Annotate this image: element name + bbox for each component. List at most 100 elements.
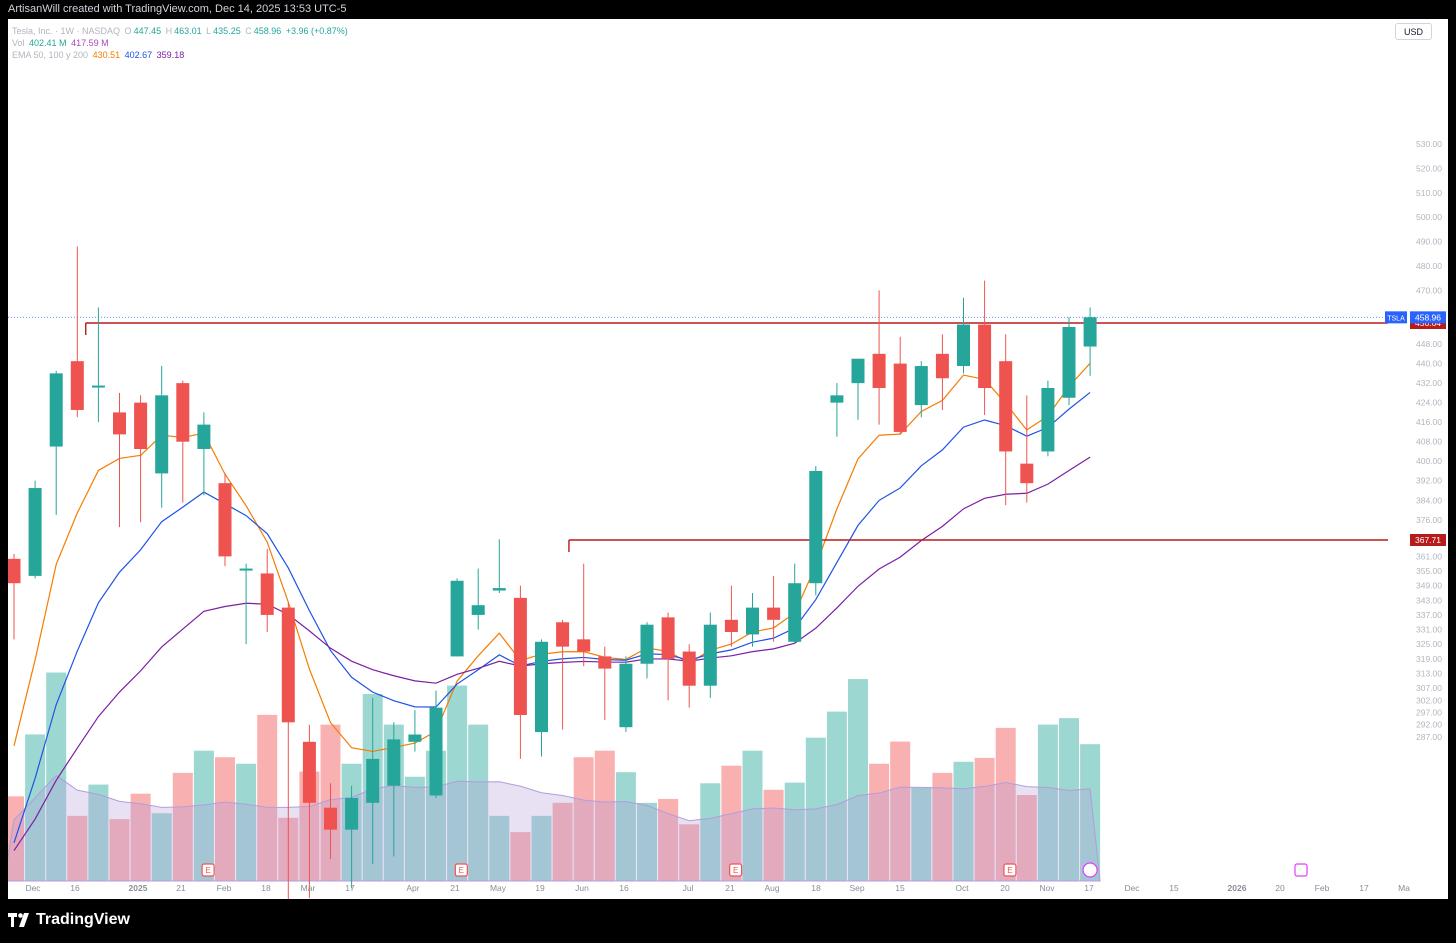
volume-bar [172, 772, 193, 881]
legend-vol-value: 402.41 M [29, 38, 67, 48]
volume-bar [404, 776, 425, 881]
time-axis-label: Jul [683, 883, 694, 893]
time-axis-label: Ma [1398, 883, 1410, 893]
time-axis-label: 21 [176, 883, 186, 893]
candle-body [809, 470, 823, 584]
last-price-symbol: TSLA [1387, 315, 1405, 322]
time-axis-label: Dec [25, 883, 41, 893]
legend-ohlc-row: Tesla, Inc. · 1W · NASDAQ O 447.45 H 463.0… [12, 25, 350, 37]
legend-low: 435.25 [213, 26, 241, 36]
time-axis-label: Feb [1315, 883, 1330, 893]
candle-body [492, 588, 506, 591]
price-axis-label: 470.00 [1416, 285, 1442, 295]
earnings-icon-glyph: E [205, 866, 210, 875]
price-chart[interactable]: E E E E 530.00 520.00 510.00 500.00 490.00 480.0… [8, 19, 1448, 899]
candle-body [914, 366, 928, 406]
time-axis-label: May [490, 883, 507, 893]
volume-bar [679, 824, 700, 881]
candle-body [155, 395, 169, 474]
legend-ema-row: EMA 50, 100 y 200 430.51 402.67 359.18 [12, 49, 350, 61]
candle-body [957, 324, 970, 367]
volume-bar [552, 802, 573, 881]
time-axis-label: 15 [895, 883, 905, 893]
legend-symbol: Tesla, Inc. · 1W · NASDAQ [12, 26, 121, 36]
candle-body [577, 639, 591, 652]
earnings-icon-glyph: E [459, 866, 464, 875]
volume-bar [1059, 718, 1079, 881]
price-axis-hline-badge [1410, 534, 1446, 546]
volume-bar [721, 765, 742, 881]
time-axis-label: 15 [1169, 883, 1179, 893]
earnings-icon [729, 863, 743, 877]
candle-body [556, 622, 570, 647]
earnings-icon [1003, 863, 1017, 877]
time-axis-label: Sep [849, 883, 864, 893]
price-axis-label: 343.00 [1416, 595, 1442, 605]
price-axis-label: 331.00 [1416, 625, 1442, 635]
volume-bar [130, 793, 151, 881]
candle-body [872, 353, 886, 389]
candle-body [682, 651, 696, 686]
candle-body [619, 663, 633, 728]
price-axis-label: 530.00 [1416, 139, 1442, 149]
time-axis-label: Feb [217, 883, 232, 893]
candle-body [8, 558, 21, 584]
volume-bar [25, 734, 46, 881]
time-axis-label: 20 [1275, 883, 1285, 893]
price-axis-label: 355.00 [1416, 566, 1442, 576]
candle-body [1020, 463, 1034, 484]
time-axis-label: 17 [1084, 883, 1094, 893]
chart-frame[interactable]: E E E E 530.00 520.00 510.00 500.00 490.00 480.0… [8, 19, 1448, 899]
price-axis-label: 297.00 [1416, 708, 1442, 718]
candle-body [935, 353, 949, 379]
price-axis-label: 313.00 [1416, 668, 1442, 678]
candle-body [28, 488, 42, 576]
candle-body [767, 607, 781, 620]
price-axis-label: 424.00 [1416, 398, 1442, 408]
time-axis-label: 20 [1000, 883, 1010, 893]
candle-body [471, 605, 485, 615]
volume-bar [995, 727, 1016, 881]
axis-layer: 530.00 520.00 510.00 500.00 490.00 480.00 470.… [25, 139, 1446, 893]
time-axis-label: Oct [955, 883, 969, 893]
candle-body [746, 607, 759, 635]
candle-body [724, 619, 738, 633]
chart-legend: Tesla, Inc. · 1W · NASDAQ O 447.45 H 463.0… [12, 25, 350, 61]
candle-body [1062, 327, 1076, 398]
volume-bar [974, 757, 995, 881]
volume-bar [848, 679, 868, 881]
time-axis-label: Aug [764, 883, 779, 893]
price-axis-label: 287.00 [1416, 732, 1442, 742]
legend-close-label: C [245, 26, 252, 36]
volume-bar [151, 813, 172, 881]
volume-bar [236, 763, 257, 881]
last-price-badge [1410, 311, 1446, 324]
candle-body [788, 583, 802, 642]
volume-bar [911, 787, 932, 881]
price-axis-label: 307.00 [1416, 683, 1442, 693]
price-axis-label: 480.00 [1416, 261, 1442, 271]
legend-ema50: 430.51 [92, 50, 121, 60]
candle-body [999, 361, 1013, 452]
time-axis-label: 18 [811, 883, 821, 893]
ema100-line [13, 391, 1091, 843]
price-axis-label: 361.00 [1416, 551, 1442, 561]
time-axis-label: 17 [1359, 883, 1369, 893]
dividend-flash-icon [1082, 862, 1098, 878]
price-axis-label: 510.00 [1416, 188, 1442, 198]
candle-body [450, 580, 464, 657]
legend-close: 458.96 [253, 26, 282, 36]
candle-body [260, 573, 274, 615]
price-axis-label: 432.00 [1416, 378, 1442, 388]
currency-button[interactable]: USD [1395, 23, 1432, 40]
candles-layer [8, 246, 1097, 899]
candle-body [640, 624, 654, 664]
tradingview-icon [8, 913, 29, 927]
price-axis-label: 376.00 [1416, 515, 1442, 525]
volume-bar [447, 685, 468, 881]
candle-body [830, 395, 844, 403]
price-axis-label: 392.00 [1416, 476, 1442, 486]
volume-bar [193, 750, 214, 881]
volume-bar [953, 761, 974, 881]
tradingview-logo[interactable]: TradingView [8, 911, 130, 929]
